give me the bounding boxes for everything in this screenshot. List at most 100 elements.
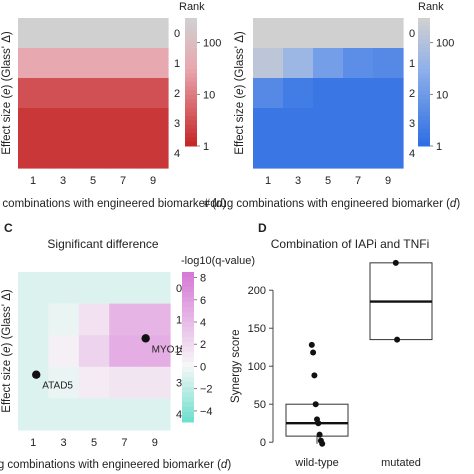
heatmap-cell	[78, 303, 110, 336]
colorbar-segment	[182, 392, 194, 398]
heatmap-cell	[48, 138, 79, 169]
colorbar-segment	[418, 124, 430, 130]
heatmap-cell	[78, 108, 109, 139]
colorbar-segment	[182, 357, 194, 363]
heatmap-cell	[78, 366, 110, 399]
heatmap-cell	[109, 398, 141, 431]
colorbar-segment	[418, 86, 430, 92]
annotation-label: ATAD5	[42, 381, 73, 392]
colorbar-tick-label: 1	[436, 141, 442, 153]
colorbar-segment	[182, 377, 194, 383]
colorbar-segment	[418, 39, 430, 45]
colorbar-segment	[182, 277, 194, 283]
colorbar-title: Rank	[418, 1, 444, 13]
y-tick-label: 0	[174, 28, 180, 40]
heatmap-cell	[343, 78, 374, 109]
heatmap-cell	[109, 335, 141, 368]
colorbar-segment	[418, 43, 430, 49]
colorbar-segment	[418, 128, 430, 134]
x-tick-label: 1	[30, 437, 36, 449]
heatmap-cell	[283, 78, 314, 109]
colorbar-segment	[182, 367, 194, 373]
x-tick-label: mutated	[381, 457, 421, 469]
colorbar-segment	[418, 111, 430, 117]
y-tick-label: 0	[260, 437, 266, 449]
x-tick-label: 7	[121, 437, 127, 449]
x-axis-label: #drug combinations with engineered bioma…	[0, 459, 231, 471]
colorbar-segment	[185, 26, 197, 32]
colorbar-segment	[185, 69, 197, 74]
colorbar-segment	[185, 18, 197, 23]
heatmap-cell	[139, 366, 171, 399]
y-tick-label: 0	[176, 283, 182, 295]
heatmap-cell	[253, 78, 284, 109]
heatmap-cell	[48, 78, 79, 109]
colorbar-tick-label: 2	[200, 339, 206, 351]
colorbar-segment	[182, 327, 194, 333]
colorbar-segment	[185, 52, 197, 57]
heatmap-cell	[48, 272, 80, 305]
colorbar-segment	[185, 94, 197, 100]
heatmap-cell	[313, 18, 344, 49]
data-point	[310, 349, 317, 356]
x-tick-label: 9	[150, 175, 156, 187]
colorbar-segment	[185, 128, 197, 134]
y-tick-label: 200	[248, 285, 266, 297]
y-tick-label: 1	[174, 58, 180, 70]
colorbar-segment	[185, 43, 197, 49]
y-tick-label: 1	[409, 58, 415, 70]
heatmap-cell	[108, 78, 139, 109]
colorbar-segment	[182, 337, 194, 343]
colorbar-segment	[185, 35, 197, 40]
colorbar-segment	[185, 22, 197, 28]
heatmap-cell	[313, 78, 344, 109]
colorbar-segment	[185, 137, 197, 143]
heatmap-cell	[139, 398, 171, 431]
panel-a-rank-heatmap-red: 0 1 2 3 4 1 3 5 7 9 Effect size (e) (Glass' Δ) #dru…	[0, 1, 226, 210]
heatmap-cell	[108, 18, 139, 49]
colorbar-segment	[418, 52, 430, 57]
colorbar-segment	[185, 30, 197, 36]
heatmap-cell	[48, 335, 80, 368]
heatmap-cell	[253, 138, 284, 169]
y-axis-label: Synergy score	[230, 329, 242, 403]
colorbar-segment	[182, 397, 194, 403]
colorbar-tick-label: 0	[200, 361, 206, 373]
colorbar-segment	[185, 141, 197, 147]
panel-d-synergy-boxplot: D Combination of IAPi and TNFi 0 50 100 150 20…	[230, 221, 433, 469]
colorbar-segment	[182, 322, 194, 328]
colorbar-segment	[185, 73, 197, 79]
colorbar-segment	[418, 22, 430, 28]
colorbar-segment	[182, 302, 194, 308]
y-tick-label: 1	[176, 314, 182, 326]
heatmap-cell	[373, 48, 404, 79]
heatmap-cell	[253, 108, 284, 139]
colorbar-segment	[185, 82, 197, 87]
colorbar-segment	[182, 272, 194, 278]
colorbar-segment	[185, 133, 197, 138]
heatmap-cell	[283, 48, 314, 79]
colorbar-segment	[182, 282, 194, 288]
heatmap-cell	[283, 138, 314, 169]
colorbar-segment	[418, 30, 430, 36]
annotation-point	[32, 370, 41, 379]
colorbar-segment	[418, 35, 430, 40]
heatmap-cell	[139, 272, 171, 305]
heatmap-cell	[313, 48, 344, 79]
heatmap-cell	[48, 18, 79, 49]
y-tick-label: 3	[409, 118, 415, 130]
panel-b-rank-heatmap-blue: 0 1 2 3 4 1 3 5 7 9 Effect size (e) (Glass' Δ) #dru…	[204, 1, 461, 210]
colorbar-tick-label: 4	[200, 317, 206, 329]
colorbar-tick-label: −2	[200, 384, 213, 396]
heatmap-cell	[313, 138, 344, 169]
colorbar-segment	[185, 103, 197, 109]
y-axis-label: Effect size (e) (Glass' Δ)	[1, 31, 13, 155]
colorbar-segment	[182, 407, 194, 413]
x-tick-label: 1	[30, 175, 36, 187]
heatmap-cell	[78, 398, 110, 431]
colorbar-segment	[182, 287, 194, 293]
heatmap-cell	[18, 108, 49, 139]
y-tick-label: 3	[176, 378, 182, 390]
colorbar-segment	[185, 116, 197, 121]
colorbar-segment	[418, 26, 430, 32]
